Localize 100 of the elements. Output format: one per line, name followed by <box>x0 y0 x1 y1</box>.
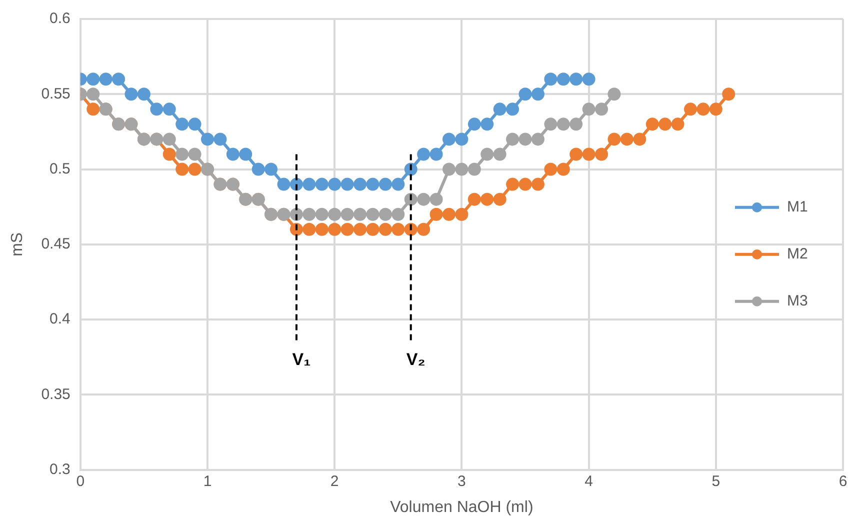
point <box>188 118 202 131</box>
point <box>340 208 354 221</box>
point <box>176 118 189 131</box>
point <box>328 222 342 236</box>
point <box>468 162 481 176</box>
point <box>468 192 481 206</box>
point <box>137 88 150 101</box>
point <box>340 178 354 191</box>
point <box>480 148 494 161</box>
point <box>162 102 176 116</box>
point <box>646 118 659 131</box>
point <box>366 222 380 236</box>
point <box>430 148 443 161</box>
point <box>162 132 176 146</box>
point <box>340 222 354 236</box>
point <box>696 102 710 116</box>
point <box>518 88 532 101</box>
point <box>570 118 583 131</box>
point <box>430 192 443 206</box>
point <box>608 88 621 101</box>
point <box>378 208 392 221</box>
point <box>99 72 112 86</box>
point <box>392 178 405 191</box>
point <box>442 208 456 221</box>
point <box>200 132 214 146</box>
point <box>544 162 558 176</box>
point <box>468 118 481 131</box>
x-tick-label: 1 <box>203 472 212 490</box>
point <box>302 208 316 221</box>
point <box>722 88 736 101</box>
point <box>302 178 316 191</box>
point <box>493 148 506 161</box>
point <box>417 148 430 161</box>
y-tick-label: 0.55 <box>41 85 70 102</box>
y-tick-label: 0.45 <box>41 236 70 253</box>
point <box>239 148 252 161</box>
point <box>176 148 189 161</box>
ref-line-label: V₂ <box>406 350 426 369</box>
point <box>442 162 456 176</box>
point <box>264 162 278 176</box>
point <box>328 208 342 221</box>
point <box>328 178 342 191</box>
point <box>531 132 544 146</box>
point <box>518 132 532 146</box>
point <box>518 178 532 191</box>
point <box>531 88 544 101</box>
point <box>226 148 240 161</box>
y-tick-label: 0.5 <box>50 160 70 178</box>
point <box>480 192 494 206</box>
point <box>150 102 164 116</box>
ref-line-label: V₁ <box>292 350 311 369</box>
x-tick-label: 6 <box>838 472 848 490</box>
legend-label: M3 <box>787 292 808 310</box>
point <box>442 132 456 146</box>
point <box>188 162 202 176</box>
x-tick-label: 5 <box>712 472 720 490</box>
y-tick-label: 0.4 <box>50 310 70 328</box>
point <box>302 222 316 236</box>
point <box>582 102 596 116</box>
point <box>608 132 621 146</box>
point <box>582 148 596 161</box>
point <box>506 102 520 116</box>
point <box>658 118 672 131</box>
point <box>620 132 634 146</box>
x-axis-title: Volumen NaOH (ml) <box>390 498 534 516</box>
point <box>570 148 583 161</box>
point <box>570 72 583 86</box>
point <box>124 88 138 101</box>
point <box>506 132 520 146</box>
point <box>544 118 558 131</box>
point <box>252 162 265 176</box>
y-tick-label: 0.3 <box>50 460 70 478</box>
point <box>506 178 520 191</box>
point <box>544 72 558 86</box>
point <box>493 192 506 206</box>
point <box>112 72 126 86</box>
y-axis-title: mS <box>9 232 26 256</box>
x-tick-label: 3 <box>458 472 466 490</box>
point <box>366 178 380 191</box>
legend-label: M1 <box>787 198 808 216</box>
point <box>392 222 405 236</box>
point <box>354 208 367 221</box>
x-tick-label: 4 <box>584 472 593 490</box>
point <box>188 148 202 161</box>
point <box>684 102 697 116</box>
y-tick-label: 0.6 <box>50 10 70 28</box>
point <box>214 132 227 146</box>
point <box>162 148 176 161</box>
point <box>633 132 646 146</box>
point <box>531 178 544 191</box>
point <box>86 72 100 86</box>
point <box>480 118 494 131</box>
legend-label: M2 <box>787 246 808 263</box>
point <box>86 88 100 101</box>
point <box>354 222 367 236</box>
point <box>366 208 380 221</box>
point <box>595 148 608 161</box>
point <box>354 178 367 191</box>
x-tick-label: 2 <box>330 472 339 490</box>
point <box>582 72 596 86</box>
